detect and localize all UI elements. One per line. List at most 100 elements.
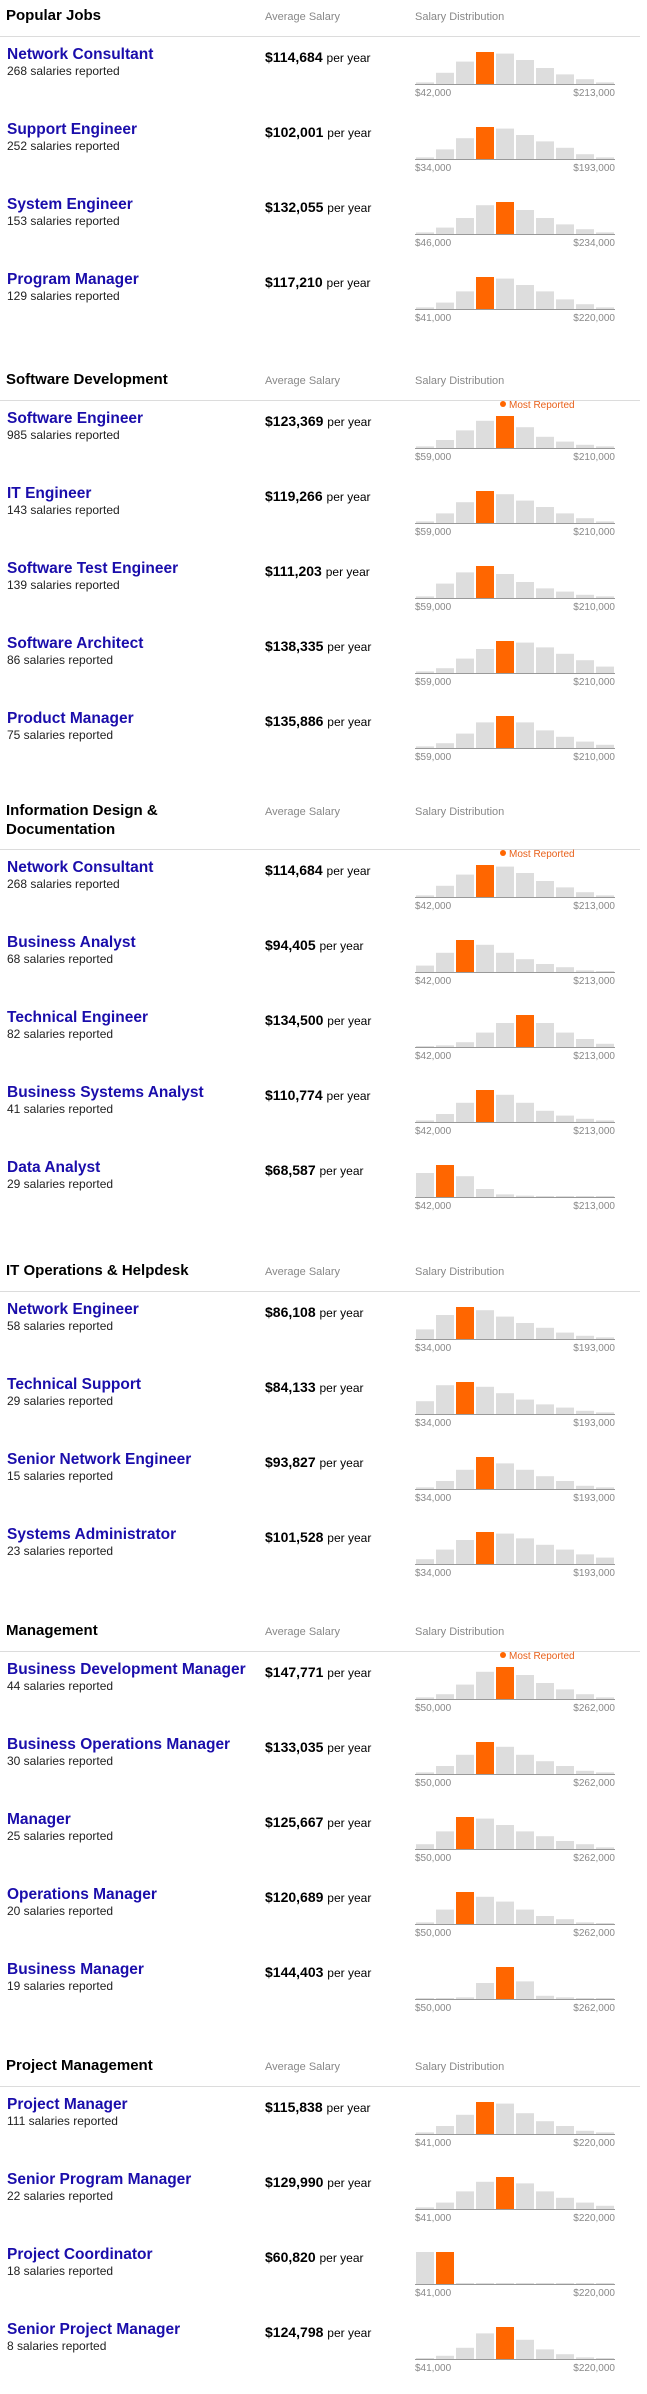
section-title: Software Development bbox=[6, 371, 168, 388]
job-title-link[interactable]: Technical Support bbox=[7, 1376, 142, 1393]
job-row: Business Manager 19 salaries reported $144… bbox=[0, 1959, 640, 2034]
section-title: Management bbox=[6, 1622, 98, 1639]
job-title-link[interactable]: Software Test Engineer bbox=[7, 560, 179, 577]
histogram bbox=[415, 1165, 615, 1198]
job-title-link[interactable]: Network Consultant bbox=[7, 859, 154, 876]
average-salary: $110,774 per year bbox=[265, 1086, 371, 1105]
per-year-label: per year bbox=[326, 2101, 371, 2115]
histogram-bar bbox=[416, 1173, 434, 1197]
job-title-link[interactable]: Business Development Manager bbox=[7, 1661, 246, 1678]
job-title-link[interactable]: Business Manager bbox=[7, 1961, 144, 1978]
job-title-link[interactable]: Operations Manager bbox=[7, 1886, 157, 1903]
average-salary: $124,798 per year bbox=[265, 2323, 371, 2342]
histogram-bar bbox=[596, 232, 614, 234]
per-year-label: per year bbox=[327, 640, 372, 654]
histogram-bar bbox=[556, 1481, 574, 1489]
histogram-bar bbox=[496, 1094, 514, 1122]
histogram-bar bbox=[496, 2283, 514, 2284]
job-title-link[interactable]: Network Engineer bbox=[7, 1301, 139, 1318]
axis-max-label: $213,000 bbox=[573, 1126, 615, 1137]
job-title-link[interactable]: Support Engineer bbox=[7, 121, 138, 138]
salary-value: $117,210 bbox=[265, 274, 323, 290]
job-row: Data Analyst 29 salaries reported $68,587 … bbox=[0, 1157, 640, 1232]
job-title-link[interactable]: Project Manager bbox=[7, 2096, 128, 2113]
histogram-bar bbox=[556, 1997, 574, 1999]
job-title-link[interactable]: Technical Engineer bbox=[7, 1009, 148, 1026]
histogram-bar bbox=[536, 881, 554, 897]
job-row: Business Operations Manager 30 salaries r… bbox=[0, 1734, 640, 1809]
histogram-bar bbox=[476, 1818, 494, 1849]
job-title-link[interactable]: Senior Program Manager bbox=[7, 2171, 192, 2188]
axis-min-label: $59,000 bbox=[415, 677, 452, 688]
job-title-link[interactable]: Program Manager bbox=[7, 271, 139, 288]
axis-max-label: $213,000 bbox=[573, 88, 615, 99]
histogram-bar bbox=[416, 1697, 434, 1699]
histogram-bar bbox=[596, 1923, 614, 1924]
histogram-bar bbox=[516, 210, 534, 234]
job-title-link[interactable]: Network Consultant bbox=[7, 46, 154, 63]
job-row: Project Coordinator 18 salaries reported $… bbox=[0, 2244, 640, 2319]
histogram-bar bbox=[596, 521, 614, 523]
histogram-bar-highlight bbox=[476, 865, 494, 897]
histogram-bar bbox=[556, 1032, 574, 1047]
histogram-bar-highlight bbox=[476, 566, 494, 598]
job-section: Project Management Average Salary Salary D… bbox=[0, 2050, 640, 2380]
axis-min-label: $42,000 bbox=[415, 901, 452, 912]
job-title-link[interactable]: Systems Administrator bbox=[7, 1526, 177, 1543]
histogram-bar bbox=[416, 1772, 434, 1774]
axis-max-label: $220,000 bbox=[573, 2288, 615, 2299]
salary-distribution-chart: $41,000 $220,000 bbox=[415, 2313, 615, 2375]
salary-value: $84,133 bbox=[265, 1379, 316, 1395]
average-salary: $115,838 per year bbox=[265, 2098, 371, 2117]
histogram-bar bbox=[576, 444, 594, 448]
salary-distribution-chart: $41,000 $220,000 bbox=[415, 263, 615, 325]
histogram-bar bbox=[436, 1481, 454, 1489]
per-year-label: per year bbox=[326, 490, 371, 504]
salary-distribution-chart: $34,000 $193,000 bbox=[415, 1443, 615, 1505]
histogram bbox=[415, 2102, 615, 2135]
histogram-bar bbox=[556, 2283, 574, 2284]
histogram-bar bbox=[416, 2207, 434, 2209]
per-year-label: per year bbox=[327, 1816, 372, 1830]
salary-distribution-chart: $50,000 $262,000 bbox=[415, 1878, 615, 1940]
job-title-link[interactable]: System Engineer bbox=[7, 196, 133, 213]
job-title-link[interactable]: Software Engineer bbox=[7, 410, 144, 427]
avg-salary-header: Average Salary bbox=[265, 2061, 341, 2073]
per-year-label: per year bbox=[327, 1531, 372, 1545]
histogram-bar bbox=[476, 944, 494, 972]
histogram-bar bbox=[556, 299, 574, 309]
average-salary: $129,990 per year bbox=[265, 2173, 371, 2192]
job-title-link[interactable]: Data Analyst bbox=[7, 1159, 101, 1176]
histogram-bar bbox=[456, 218, 474, 234]
axis-max-label: $213,000 bbox=[573, 1051, 615, 1062]
job-row: Software Test Engineer 139 salaries repor… bbox=[0, 558, 640, 633]
job-title-link[interactable]: Manager bbox=[7, 1811, 71, 1828]
histogram-bar bbox=[456, 1684, 474, 1699]
axis-min-label: $41,000 bbox=[415, 2138, 452, 2149]
histogram-bar bbox=[556, 224, 574, 234]
job-title-link[interactable]: Senior Project Manager bbox=[7, 2321, 181, 2338]
histogram-bar bbox=[536, 588, 554, 598]
histogram bbox=[415, 1457, 615, 1490]
job-title-link[interactable]: IT Engineer bbox=[7, 485, 92, 502]
job-title-link[interactable]: Project Coordinator bbox=[7, 2246, 153, 2263]
job-title-link[interactable]: Business Systems Analyst bbox=[7, 1084, 204, 1101]
histogram-bar bbox=[416, 1401, 434, 1414]
job-title-link[interactable]: Senior Network Engineer bbox=[7, 1451, 192, 1468]
job-row: Manager 25 salaries reported $125,667 per … bbox=[0, 1809, 640, 1884]
axis-min-label: $41,000 bbox=[415, 313, 452, 324]
histogram-bar bbox=[536, 2283, 554, 2284]
job-title-link[interactable]: Product Manager bbox=[7, 710, 134, 727]
histogram-bar-highlight bbox=[476, 52, 494, 84]
histogram-bar bbox=[536, 964, 554, 972]
histogram-bar bbox=[536, 507, 554, 523]
avg-salary-header: Average Salary bbox=[265, 806, 341, 818]
salary-value: $60,820 bbox=[265, 2249, 316, 2265]
job-title-link[interactable]: Business Analyst bbox=[7, 934, 136, 951]
job-title-link[interactable]: Software Architect bbox=[7, 635, 144, 652]
job-title-link[interactable]: Business Operations Manager bbox=[7, 1736, 231, 1753]
histogram-bar bbox=[556, 2197, 574, 2209]
salaries-reported-count: 30 salaries reported bbox=[7, 1754, 114, 1768]
salary-value: $101,528 bbox=[265, 1529, 324, 1545]
salary-distribution-chart: $59,000 $210,000 bbox=[415, 552, 615, 614]
